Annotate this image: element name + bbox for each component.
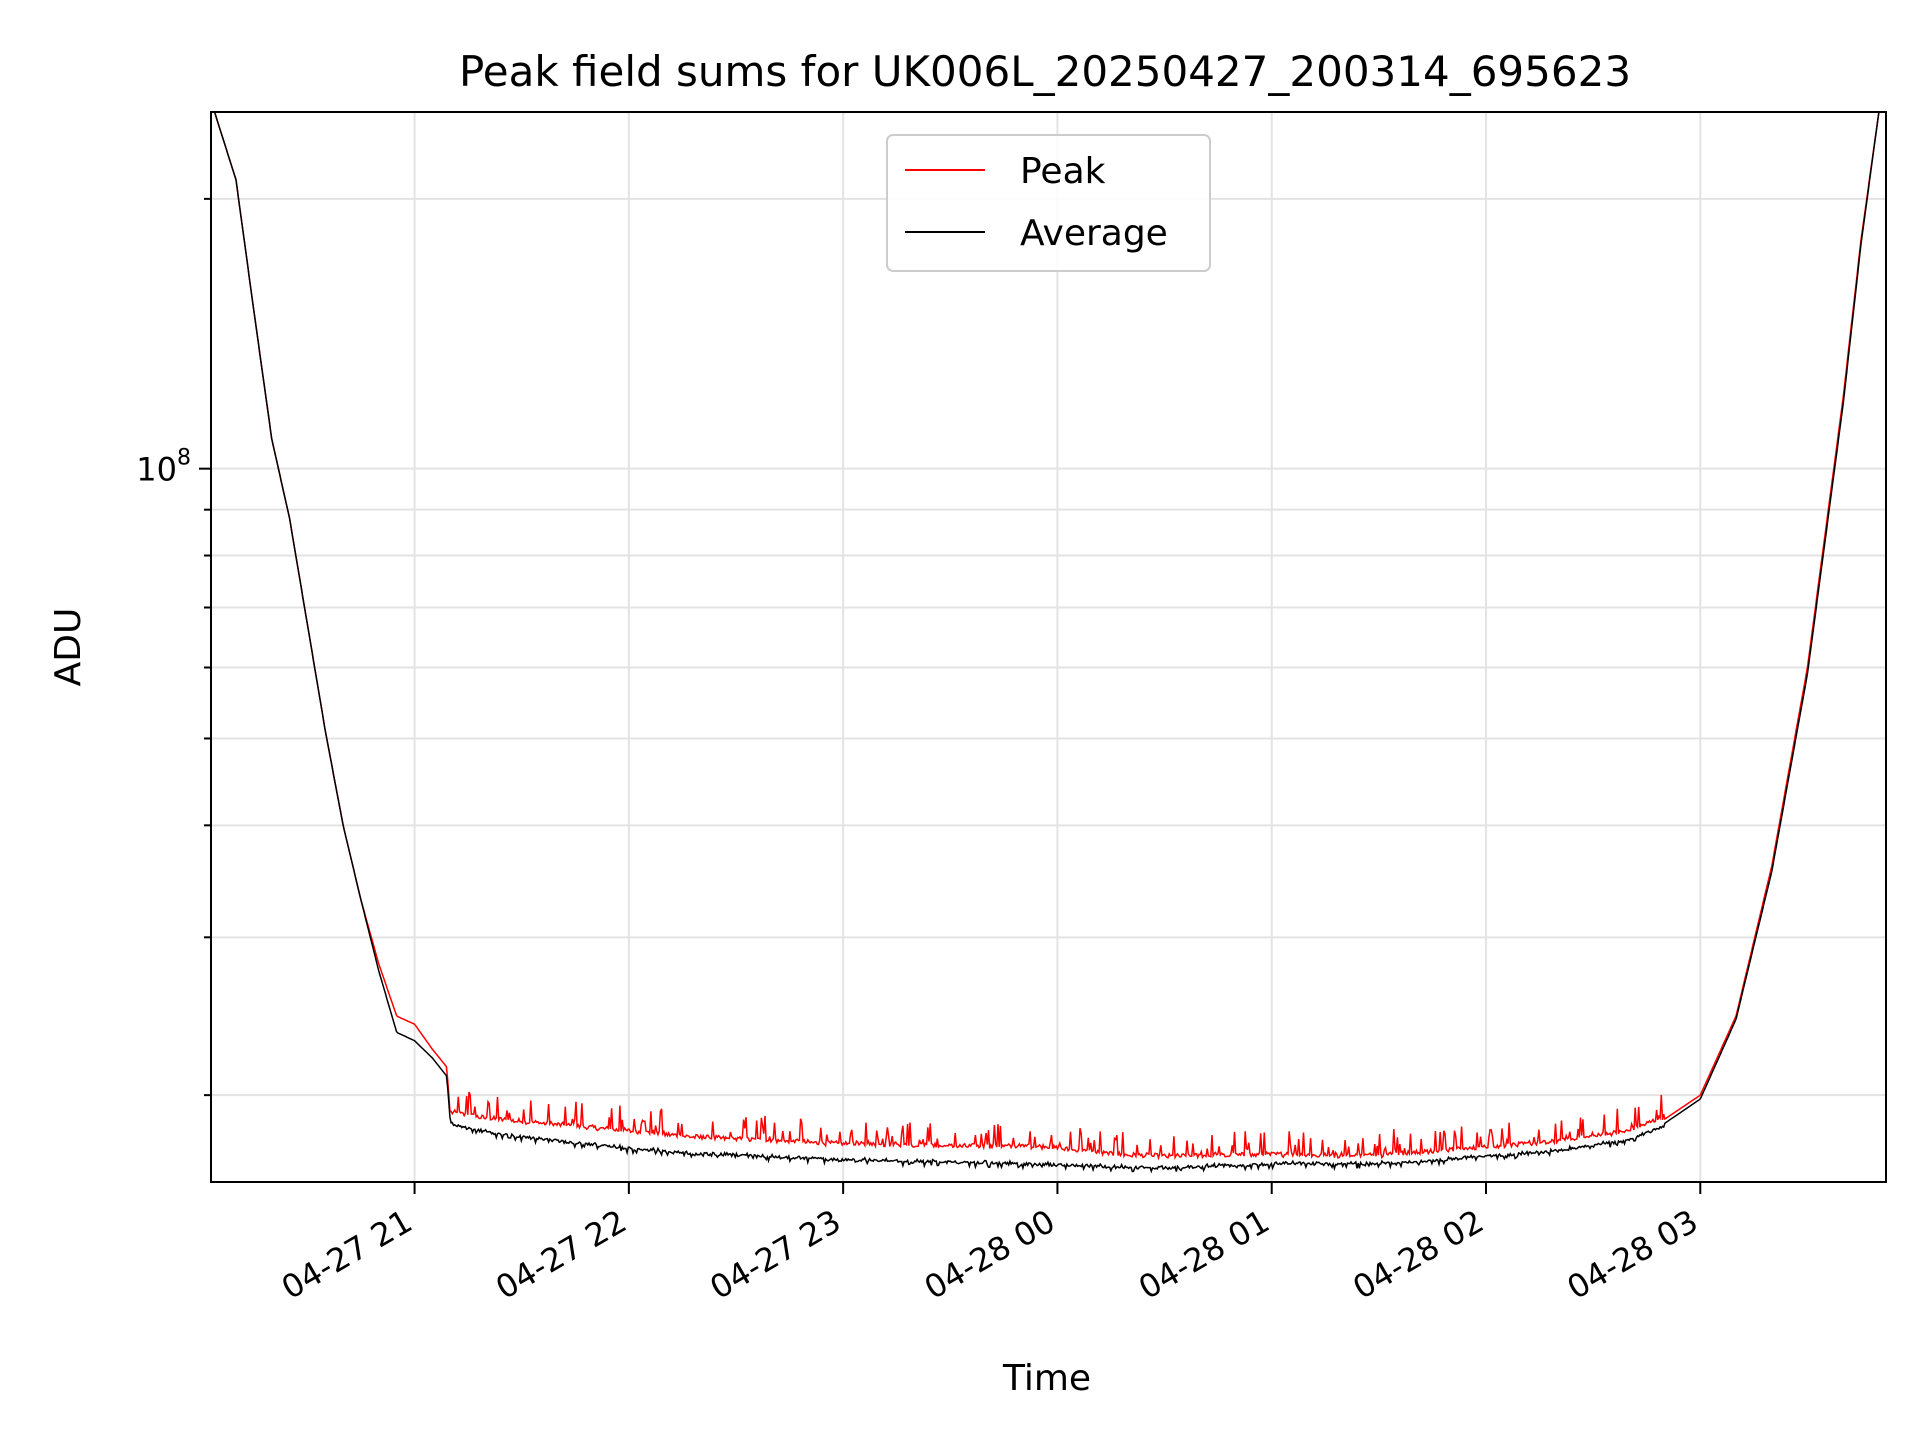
x-tick-label: 04-27 22: [489, 1202, 633, 1307]
y-axis-label: ADU: [48, 608, 89, 687]
plot-frame: [210, 111, 1887, 1183]
x-tick-label: 04-28 03: [1561, 1202, 1705, 1307]
x-tick-label: 04-27 23: [704, 1202, 848, 1307]
x-tick-label: 04-28 01: [1132, 1202, 1276, 1307]
x-tick-label: 04-28 02: [1346, 1202, 1490, 1307]
legend-label-peak: Peak: [1020, 151, 1106, 192]
plot-area: [213, 111, 1880, 1174]
x-tick-label: 04-28 00: [918, 1202, 1062, 1307]
x-tick-label: 04-27 21: [275, 1202, 419, 1307]
series-line-peak: [213, 111, 1880, 1161]
grid: [211, 112, 1886, 1182]
legend-label-average: Average: [1020, 213, 1168, 254]
y-tick-label: 108: [136, 446, 191, 489]
x-axis-label: Time: [1002, 1358, 1091, 1399]
legend: Peak Average: [886, 134, 1211, 272]
series-line-average: [213, 111, 1880, 1174]
chart-title: Peak field sums for UK006L_20250427_2003…: [459, 47, 1631, 96]
